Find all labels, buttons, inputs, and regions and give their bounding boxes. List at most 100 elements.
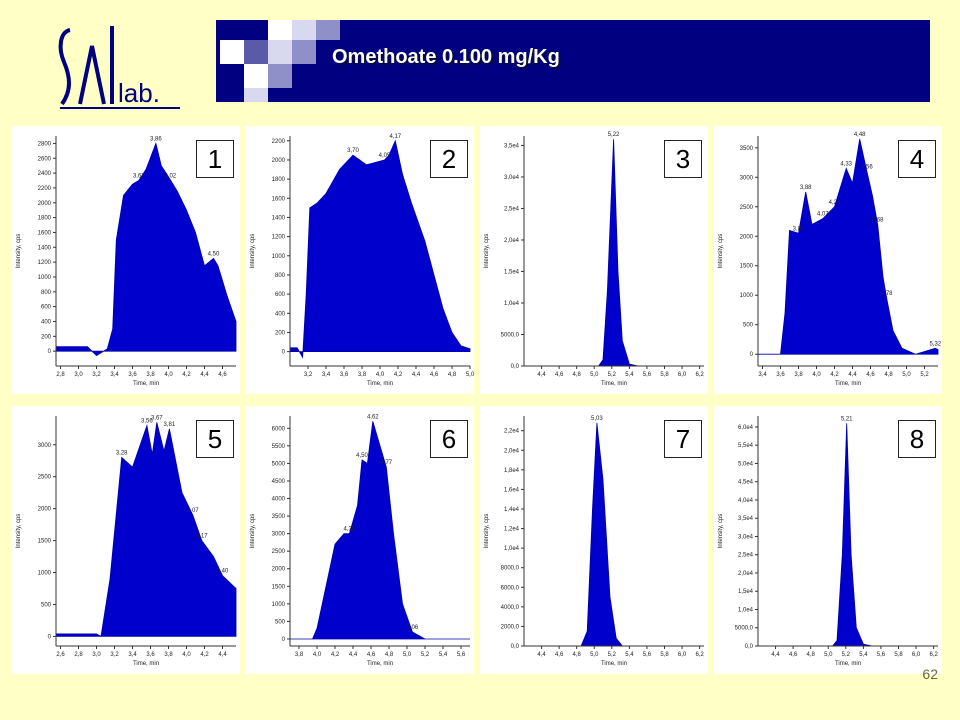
x-tick-label: 5,8 [660, 652, 669, 658]
y-tick-label: 2400 [38, 171, 52, 177]
y-axis-label: Intensity, cps [250, 234, 256, 269]
y-tick-label: 1,8e4 [504, 468, 520, 474]
y-tick-label: 4,5e4 [738, 480, 754, 486]
x-tick-label: 3,8 [794, 372, 803, 378]
peak-label: 3,80 [793, 226, 805, 232]
y-tick-label: 800 [41, 290, 52, 296]
x-tick-label: 4,4 [537, 372, 546, 378]
x-tick-label: 3,6 [340, 372, 349, 378]
y-tick-label: 2200 [38, 186, 52, 192]
x-tick-label: 5,0 [403, 652, 412, 658]
y-axis-label: Intensity, cps [484, 514, 490, 549]
x-tick-label: 3,8 [295, 652, 304, 658]
peak-label: 5,32 [929, 341, 941, 347]
x-tick-label: 4,6 [555, 372, 564, 378]
x-tick-label: 5,2 [920, 372, 929, 378]
y-tick-label: 2,0e4 [738, 571, 754, 577]
y-tick-label: 1,6e4 [504, 487, 520, 493]
y-tick-label: 3,5e4 [738, 516, 754, 522]
x-tick-label: 4,8 [385, 652, 394, 658]
chromatogram-5: 0 500 1000 1500 2000 2500 3000 2,6 2,8 3,0 3,2 3,4 3… [16, 415, 237, 667]
x-tick-label: 4,6 [367, 652, 376, 658]
y-tick-label: 1400 [272, 215, 286, 221]
x-tick-label: 3,6 [128, 372, 137, 378]
x-tick-label: 4,8 [884, 372, 893, 378]
peak-label: 4,17 [389, 134, 401, 140]
y-tick-label: 400 [275, 311, 286, 317]
x-tick-label: 4,4 [848, 372, 857, 378]
y-tick-label: 5000,0 [501, 332, 520, 338]
y-tick-label: 1,4e4 [504, 507, 520, 513]
x-tick-label: 5,2 [421, 652, 430, 658]
chart-panel-3: 0,0 5000,0 1,0e4 1,5e4 2,0e4 2,5e4 3,0e4 3,5e4 4… [480, 126, 708, 394]
y-axis-label: Intensity, cps [718, 234, 724, 269]
y-tick-label: 0 [282, 350, 286, 356]
peak-label: 4,62 [367, 414, 379, 420]
peak-label: 5,03 [591, 416, 603, 422]
y-tick-label: 2,0e4 [504, 448, 520, 454]
x-axis-label: Time, min [835, 661, 861, 667]
y-tick-label: 2,5e4 [504, 206, 520, 212]
x-tick-label: 4,0 [313, 652, 322, 658]
x-axis-label: Time, min [835, 381, 861, 387]
peak-label: 4,07 [187, 508, 199, 514]
y-tick-label: 600 [41, 305, 52, 311]
peak-label: 4,50 [208, 251, 220, 257]
peak-label: 4,68 [872, 217, 884, 223]
x-tick-label: 3,4 [110, 372, 119, 378]
y-tick-label: 200 [275, 330, 286, 336]
x-tick-label: 3,8 [358, 372, 367, 378]
y-tick-label: 2500 [272, 549, 286, 555]
x-axis-label: Time, min [601, 661, 627, 667]
chromatogram-2: 0 200 400 600 800 1000 1200 1400 1600 1800 2000 220… [250, 134, 474, 387]
y-tick-label: 1,0e4 [738, 607, 754, 613]
chart-panel-1: 0 200 400 600 800 1000 1200 1400 1600 1800 2000 220… [12, 126, 240, 394]
x-tick-label: 4,2 [830, 372, 839, 378]
peak-label: 4,17 [196, 534, 208, 540]
chromatogram-8: 0,0 5000,0 1,0e4 1,5e4 2,0e4 2,5e4 3,0e4 3,5e4 4… [718, 416, 938, 667]
y-tick-label: 0,0 [511, 364, 520, 370]
peak-label: 4,77 [380, 460, 392, 466]
y-tick-label: 1800 [38, 216, 52, 222]
x-tick-label: 2,8 [56, 372, 65, 378]
x-tick-label: 6,0 [678, 372, 687, 378]
x-tick-label: 3,0 [74, 372, 83, 378]
y-tick-label: 3,0e4 [738, 534, 754, 540]
x-tick-label: 4,0 [812, 372, 821, 378]
y-tick-label: 1800 [272, 177, 286, 183]
x-tick-label: 5,4 [859, 652, 868, 658]
y-tick-label: 500 [41, 602, 52, 608]
x-tick-label: 4,8 [573, 372, 582, 378]
x-tick-label: 6,2 [929, 652, 938, 658]
y-tick-label: 0 [48, 634, 52, 640]
x-tick-label: 4,6 [866, 372, 875, 378]
chromatogram-7: 0,0 2000,0 4000,0 6000,0 8000,0 1,0e4 1,2e4 1,4… [484, 416, 704, 667]
y-tick-label: 2000 [740, 234, 754, 240]
peak-label: 4,56 [861, 164, 873, 170]
x-tick-label: 4,0 [182, 652, 191, 658]
y-tick-label: 2000 [38, 201, 52, 207]
x-tick-label: 5,4 [625, 372, 634, 378]
x-tick-label: 4,4 [349, 652, 358, 658]
title-banner [216, 20, 930, 102]
peak-label: 3,81 [164, 422, 176, 428]
y-tick-label: 1,5e4 [504, 269, 520, 275]
peak-label: 5,21 [841, 416, 853, 422]
page-number: 62 [922, 666, 938, 682]
x-axis-label: Time, min [367, 381, 393, 387]
peak-label: 3,70 [347, 148, 359, 154]
chart-panel-8: 0,0 5000,0 1,0e4 1,5e4 2,0e4 2,5e4 3,0e4 3,5e4 4… [714, 406, 942, 674]
x-tick-label: 4,8 [807, 652, 816, 658]
y-tick-label: 4000 [272, 497, 286, 503]
x-tick-label: 3,8 [146, 372, 155, 378]
chromatogram-trace [758, 138, 939, 355]
x-tick-label: 4,2 [182, 372, 191, 378]
panel-number-badge: 2 [430, 140, 468, 178]
peak-label: 3,88 [800, 185, 812, 191]
y-axis-label: Intensity, cps [16, 514, 22, 549]
x-axis-label: Time, min [133, 661, 159, 667]
x-tick-label: 3,2 [304, 372, 313, 378]
x-tick-label: 4,4 [218, 652, 227, 658]
x-tick-label: 5,4 [439, 652, 448, 658]
x-tick-label: 6,0 [912, 652, 921, 658]
